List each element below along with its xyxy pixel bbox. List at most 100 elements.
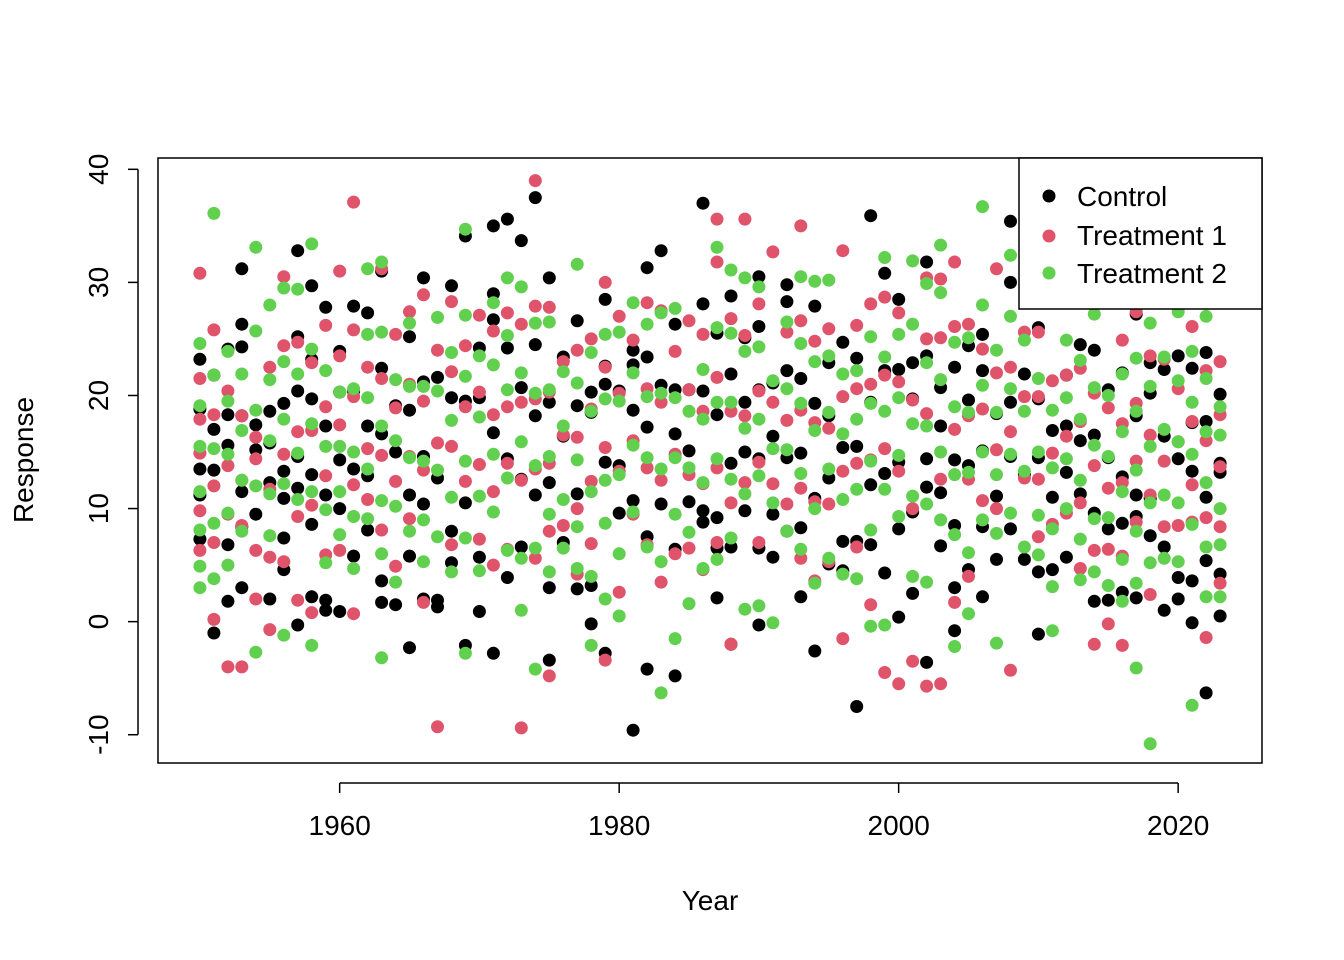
point-treatment-2	[291, 282, 305, 296]
point-treatment-2	[808, 576, 822, 590]
point-control	[696, 515, 710, 529]
point-treatment-2	[458, 646, 472, 660]
point-control	[892, 363, 906, 376]
point-control	[235, 340, 249, 354]
point-treatment-2	[1045, 403, 1059, 417]
point-control	[389, 598, 403, 612]
y-tick-label: 30	[83, 267, 114, 298]
point-control	[277, 396, 291, 410]
point-control	[1185, 464, 1199, 478]
point-treatment-2	[1129, 576, 1143, 590]
legend: Control Treatment 1 Treatment 2	[1018, 157, 1263, 310]
point-treatment-2	[249, 479, 263, 493]
point-treatment-2	[1143, 439, 1157, 453]
point-control	[333, 453, 347, 467]
point-treatment-2	[431, 384, 444, 398]
point-treatment-1	[584, 474, 598, 488]
point-treatment-1	[752, 384, 766, 398]
point-control	[864, 478, 878, 492]
point-control	[291, 244, 305, 258]
point-treatment-2	[500, 471, 514, 485]
point-treatment-2	[1171, 555, 1185, 569]
y-tick-label: -10	[83, 714, 114, 754]
point-treatment-1	[1101, 542, 1115, 556]
point-treatment-1	[598, 275, 612, 289]
point-control	[934, 419, 948, 433]
point-control	[263, 592, 277, 606]
point-treatment-1	[193, 543, 207, 557]
point-treatment-1	[417, 288, 430, 302]
point-treatment-1	[1157, 520, 1171, 534]
point-control	[1004, 214, 1017, 228]
point-control	[948, 519, 962, 532]
point-control	[1213, 609, 1227, 623]
point-treatment-1	[934, 472, 948, 486]
point-treatment-2	[361, 262, 375, 276]
point-treatment-2	[1004, 248, 1017, 262]
point-treatment-2	[990, 343, 1003, 357]
point-treatment-2	[1031, 445, 1045, 459]
point-treatment-2	[584, 404, 598, 418]
point-control	[277, 464, 291, 478]
point-treatment-1	[962, 317, 975, 331]
point-treatment-1	[389, 559, 403, 573]
point-treatment-1	[710, 255, 724, 269]
point-control	[850, 351, 864, 365]
point-control	[1087, 428, 1101, 442]
point-control	[403, 641, 416, 655]
point-control	[207, 422, 221, 436]
point-control	[333, 502, 347, 516]
point-control	[976, 364, 989, 378]
point-treatment-1	[1004, 425, 1017, 439]
point-treatment-2	[1129, 463, 1143, 477]
point-control	[766, 550, 780, 564]
point-control	[291, 481, 305, 495]
point-treatment-2	[640, 451, 654, 465]
x-tick-label: 2020	[1147, 810, 1209, 841]
point-control	[221, 408, 235, 422]
point-treatment-1	[724, 496, 738, 510]
point-treatment-2	[934, 513, 948, 527]
point-treatment-2	[864, 396, 878, 410]
point-treatment-1	[710, 461, 724, 475]
point-treatment-2	[892, 327, 906, 341]
point-treatment-1	[1101, 481, 1115, 495]
point-treatment-1	[780, 497, 794, 511]
point-treatment-2	[682, 461, 696, 475]
point-treatment-1	[738, 329, 752, 342]
point-treatment-2	[668, 507, 682, 521]
point-control	[892, 610, 906, 624]
point-control	[794, 446, 808, 460]
point-control	[333, 605, 347, 618]
point-treatment-2	[640, 317, 654, 331]
point-control	[1157, 603, 1171, 617]
point-treatment-1	[1101, 617, 1115, 631]
point-treatment-1	[906, 502, 920, 516]
point-treatment-1	[514, 395, 528, 409]
point-treatment-2	[1213, 538, 1227, 552]
point-control	[431, 600, 444, 614]
point-control	[1171, 592, 1185, 606]
point-control	[542, 581, 556, 595]
point-control	[948, 581, 962, 595]
point-treatment-2	[710, 452, 724, 466]
point-treatment-2	[1101, 511, 1115, 525]
point-treatment-1	[850, 456, 864, 470]
point-treatment-2	[920, 356, 934, 370]
point-treatment-2	[1073, 353, 1087, 367]
point-control	[1199, 554, 1213, 568]
point-control	[752, 320, 766, 333]
point-treatment-2	[263, 529, 277, 543]
point-control	[193, 532, 207, 546]
point-treatment-2	[375, 547, 389, 561]
point-treatment-2	[472, 410, 486, 424]
point-treatment-2	[822, 551, 836, 565]
point-treatment-1	[1073, 496, 1087, 510]
point-treatment-2	[696, 476, 710, 490]
point-treatment-2	[472, 489, 486, 503]
point-treatment-2	[431, 530, 444, 544]
point-control	[780, 278, 794, 292]
point-treatment-2	[193, 439, 207, 453]
point-treatment-1	[1171, 519, 1185, 532]
